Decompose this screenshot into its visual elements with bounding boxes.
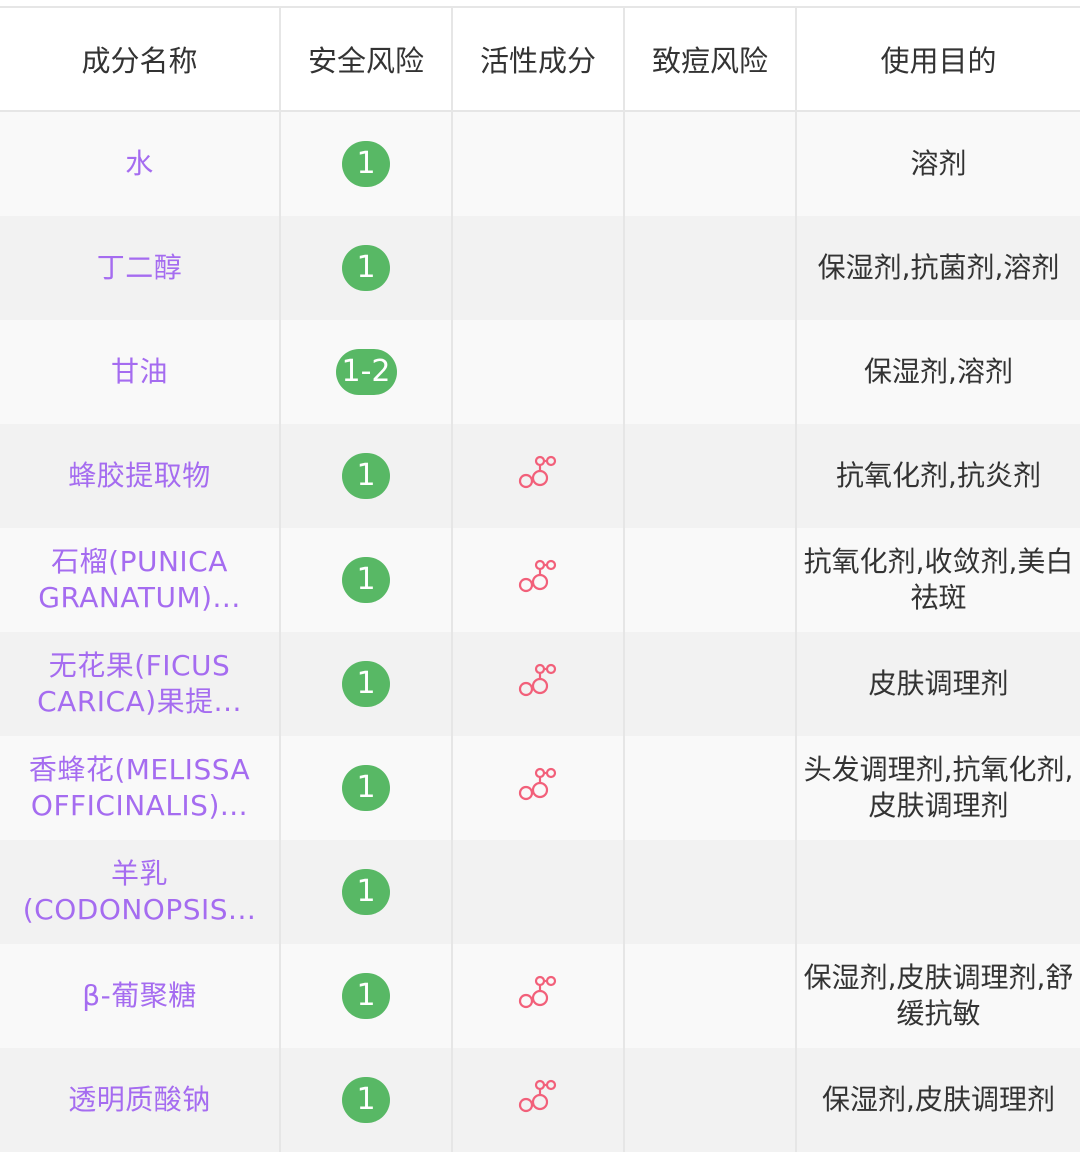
- safety-cell: 1: [280, 424, 453, 528]
- safety-badge: 1: [342, 1077, 390, 1123]
- acne-cell: [624, 216, 797, 320]
- acne-cell: [624, 320, 797, 424]
- ingredient-name-cell[interactable]: 无花果(FICUS CARICA)果提...: [0, 632, 281, 736]
- ingredient-name[interactable]: 香蜂花(MELISSA OFFICINALIS)...: [28, 753, 251, 822]
- acne-cell: [624, 632, 797, 736]
- safety-cell: 1: [280, 111, 453, 216]
- table-row[interactable]: β-葡聚糖 1 保湿剂,皮肤调理剂,舒缓抗敏: [0, 944, 1080, 1048]
- active-cell: [452, 944, 625, 1048]
- ingredient-name[interactable]: 羊乳(CODONOPSIS...: [22, 857, 257, 926]
- safety-cell: 1: [280, 216, 453, 320]
- active-cell: [452, 1048, 625, 1152]
- safety-badge: 1-2: [335, 349, 397, 395]
- safety-badge: 1: [342, 557, 390, 603]
- ingredient-name[interactable]: β-葡聚糖: [82, 979, 197, 1012]
- acne-cell: [624, 111, 797, 216]
- safety-cell: 1: [280, 944, 453, 1048]
- active-cell: [452, 736, 625, 840]
- purpose-cell: 抗氧化剂,抗炎剂: [796, 424, 1080, 528]
- ingredient-name-cell[interactable]: β-葡聚糖: [0, 944, 281, 1048]
- header-safety: 安全风险: [280, 6, 453, 112]
- table-row[interactable]: 蜂胶提取物 1 抗氧化剂,抗炎剂: [0, 424, 1080, 528]
- ingredient-name[interactable]: 无花果(FICUS CARICA)果提...: [37, 649, 242, 718]
- acne-cell: [624, 1048, 797, 1152]
- ingredient-table: 成分名称 安全风险 活性成分 致痘风险 使用目的 水 1 溶剂 丁二醇 1 保湿剂…: [0, 6, 1080, 1152]
- active-cell: [452, 424, 625, 528]
- table-row[interactable]: 石榴(PUNICA GRANATUM)... 1 抗氧化剂,收敛剂,美白祛斑: [0, 528, 1080, 632]
- safety-badge: 1: [342, 661, 390, 707]
- ingredient-name[interactable]: 甘油: [110, 355, 168, 388]
- table-row[interactable]: 香蜂花(MELISSA OFFICINALIS)... 1 头发调理剂,抗氧化剂…: [0, 736, 1080, 840]
- safety-cell: 1: [280, 528, 453, 632]
- table-row[interactable]: 丁二醇 1 保湿剂,抗菌剂,溶剂: [0, 216, 1080, 320]
- ingredient-name[interactable]: 水: [125, 147, 154, 180]
- active-cell: [452, 528, 625, 632]
- purpose-cell: 保湿剂,皮肤调理剂: [796, 1048, 1080, 1152]
- header-row: 成分名称 安全风险 活性成分 致痘风险 使用目的: [0, 6, 1080, 112]
- molecule-icon: [518, 767, 557, 800]
- ingredient-name-cell[interactable]: 羊乳(CODONOPSIS...: [0, 840, 281, 944]
- safety-cell: 1-2: [280, 320, 453, 424]
- ingredient-name-cell[interactable]: 蜂胶提取物: [0, 424, 281, 528]
- active-cell: [452, 111, 625, 216]
- ingredient-name-cell[interactable]: 甘油: [0, 320, 281, 424]
- safety-cell: 1: [280, 840, 453, 944]
- ingredient-name[interactable]: 透明质酸钠: [68, 1083, 211, 1116]
- ingredient-name[interactable]: 石榴(PUNICA GRANATUM)...: [38, 545, 241, 614]
- table-row[interactable]: 羊乳(CODONOPSIS... 1: [0, 840, 1080, 944]
- safety-cell: 1: [280, 1048, 453, 1152]
- acne-cell: [624, 944, 797, 1048]
- acne-cell: [624, 840, 797, 944]
- safety-badge: 1: [342, 973, 390, 1019]
- acne-cell: [624, 528, 797, 632]
- safety-cell: 1: [280, 736, 453, 840]
- header-acne: 致痘风险: [624, 6, 797, 112]
- molecule-icon: [518, 975, 557, 1008]
- table-row[interactable]: 无花果(FICUS CARICA)果提... 1 皮肤调理剂: [0, 632, 1080, 736]
- purpose-cell: [796, 840, 1080, 944]
- header-active: 活性成分: [452, 6, 625, 112]
- active-cell: [452, 632, 625, 736]
- ingredient-name[interactable]: 丁二醇: [96, 251, 183, 284]
- header-purpose: 使用目的: [796, 6, 1080, 112]
- table-row[interactable]: 甘油 1-2 保湿剂,溶剂: [0, 320, 1080, 424]
- purpose-cell: 溶剂: [796, 111, 1080, 216]
- active-cell: [452, 840, 625, 944]
- ingredient-name[interactable]: 蜂胶提取物: [68, 459, 211, 492]
- molecule-icon: [518, 1079, 557, 1112]
- safety-badge: 1: [342, 141, 390, 187]
- active-cell: [452, 216, 625, 320]
- ingredient-name-cell[interactable]: 透明质酸钠: [0, 1048, 281, 1152]
- ingredient-name-cell[interactable]: 石榴(PUNICA GRANATUM)...: [0, 528, 281, 632]
- molecule-icon: [518, 559, 557, 592]
- table-row[interactable]: 透明质酸钠 1 保湿剂,皮肤调理剂: [0, 1048, 1080, 1152]
- acne-cell: [624, 736, 797, 840]
- purpose-cell: 皮肤调理剂: [796, 632, 1080, 736]
- purpose-cell: 抗氧化剂,收敛剂,美白祛斑: [796, 528, 1080, 632]
- table-row[interactable]: 水 1 溶剂: [0, 111, 1080, 216]
- purpose-cell: 头发调理剂,抗氧化剂,皮肤调理剂: [796, 736, 1080, 840]
- molecule-icon: [518, 663, 557, 696]
- acne-cell: [624, 424, 797, 528]
- safety-badge: 1: [342, 453, 390, 499]
- safety-badge: 1: [342, 869, 390, 915]
- purpose-cell: 保湿剂,皮肤调理剂,舒缓抗敏: [796, 944, 1080, 1048]
- header-name: 成分名称: [0, 6, 281, 112]
- active-cell: [452, 320, 625, 424]
- purpose-cell: 保湿剂,抗菌剂,溶剂: [796, 216, 1080, 320]
- ingredient-name-cell[interactable]: 丁二醇: [0, 216, 281, 320]
- ingredient-name-cell[interactable]: 水: [0, 111, 281, 216]
- safety-badge: 1: [342, 245, 390, 291]
- ingredient-name-cell[interactable]: 香蜂花(MELISSA OFFICINALIS)...: [0, 736, 281, 840]
- purpose-cell: 保湿剂,溶剂: [796, 320, 1080, 424]
- safety-badge: 1: [342, 765, 390, 811]
- molecule-icon: [518, 455, 557, 488]
- safety-cell: 1: [280, 632, 453, 736]
